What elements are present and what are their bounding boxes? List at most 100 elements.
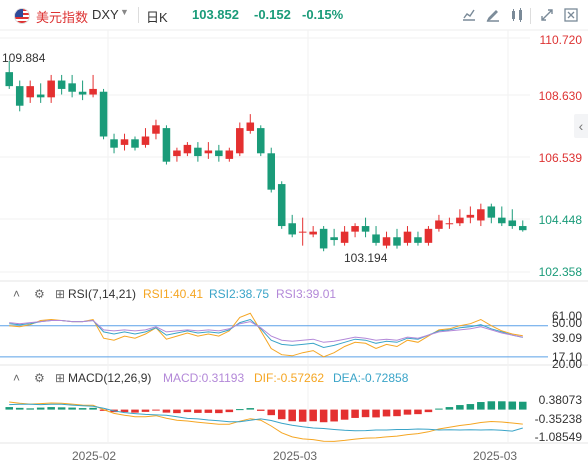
candle-body bbox=[78, 91, 87, 95]
macd-bar bbox=[99, 409, 108, 411]
candle-body bbox=[393, 237, 401, 246]
macd-bar bbox=[403, 409, 412, 415]
candle-body bbox=[236, 128, 244, 154]
period-selector[interactable]: 日K bbox=[146, 10, 168, 25]
macd-bar bbox=[319, 409, 328, 423]
draw-icon[interactable] bbox=[484, 7, 502, 25]
candle-body bbox=[319, 228, 328, 249]
instrument-code[interactable]: DXY bbox=[92, 7, 119, 22]
candle-body bbox=[361, 226, 370, 232]
macd-bar bbox=[256, 409, 265, 411]
x-label-1: 2025-02 bbox=[72, 449, 117, 463]
chart-grid bbox=[0, 29, 588, 444]
candle-body bbox=[466, 214, 475, 218]
macd-collapse-icon[interactable]: ˄ bbox=[13, 371, 21, 385]
candle-body bbox=[141, 136, 150, 145]
candle-body bbox=[372, 234, 380, 243]
rsi-tick-39: 39.09 bbox=[551, 331, 582, 345]
macd-bar bbox=[225, 409, 234, 413]
rsi2-line bbox=[9, 318, 523, 349]
macd-lines bbox=[9, 401, 523, 442]
macd-bar bbox=[131, 409, 139, 413]
header-divider bbox=[138, 7, 139, 23]
y-tick-2: 108.630 bbox=[538, 89, 582, 103]
macd-bar bbox=[477, 402, 485, 410]
price-change-percent: -0.15% bbox=[302, 7, 344, 22]
candle-body bbox=[110, 139, 118, 148]
rsi-title: RSI(7,14,21) bbox=[68, 287, 137, 301]
candle-body bbox=[456, 217, 464, 224]
candle-body bbox=[57, 80, 66, 89]
price-change: -0.152 bbox=[254, 7, 291, 22]
candle-body bbox=[498, 217, 506, 224]
macd-bar bbox=[36, 407, 45, 410]
macd-bar bbox=[89, 407, 97, 410]
candle-body bbox=[204, 150, 213, 154]
macd-bar bbox=[508, 401, 517, 410]
macd-bar bbox=[277, 409, 286, 420]
candle-body bbox=[487, 206, 496, 218]
rsi3-value: RSI3:39.01 bbox=[276, 287, 337, 301]
candle-body bbox=[414, 237, 422, 243]
x-label-3: 2025-03 bbox=[473, 449, 518, 463]
macd-bar bbox=[424, 409, 433, 413]
candle-body bbox=[277, 184, 286, 227]
macd-bar bbox=[78, 408, 87, 410]
candle-body bbox=[131, 139, 139, 148]
macd-bar bbox=[361, 409, 370, 418]
rsi-collapse-icon[interactable]: ˄ bbox=[13, 287, 21, 301]
rsi-tick-17: 17.10 bbox=[551, 350, 582, 364]
rsi3-line bbox=[9, 319, 523, 343]
macd-bar bbox=[414, 409, 422, 415]
candle-body bbox=[68, 83, 76, 92]
macd-bar bbox=[26, 408, 34, 410]
settings-icon[interactable] bbox=[562, 7, 580, 25]
toolbar-divider bbox=[530, 8, 531, 24]
candle-body bbox=[183, 144, 192, 154]
max-price-label: 109.884 bbox=[2, 51, 46, 65]
collapse-arrow-icon[interactable]: ‹ bbox=[574, 114, 588, 138]
macd-expand-icon[interactable]: ⊞ bbox=[55, 371, 66, 385]
macd-bar bbox=[351, 409, 359, 418]
chart-type-icon[interactable] bbox=[460, 7, 478, 25]
candle-body bbox=[246, 122, 255, 131]
rsi-tick-61: 61.00 bbox=[551, 309, 582, 323]
macd-bar bbox=[466, 404, 475, 410]
macd-bar bbox=[372, 409, 380, 418]
min-price-label: 103.194 bbox=[344, 251, 388, 265]
macd-tick-3: -1.08549 bbox=[534, 430, 582, 444]
candle-body bbox=[256, 128, 265, 154]
macd-value: MACD:0.31193 bbox=[163, 371, 245, 385]
candle-body bbox=[288, 223, 296, 235]
macd-bar bbox=[246, 408, 255, 410]
macd-bar bbox=[298, 409, 307, 422]
instrument-name[interactable]: 美元指数 bbox=[36, 10, 89, 25]
candle-body bbox=[445, 223, 454, 225]
instrument-dropdown-icon[interactable]: ▼ bbox=[120, 7, 129, 17]
y-tick-3: 106.539 bbox=[538, 151, 582, 165]
candle-body bbox=[162, 128, 171, 162]
indicator-icon[interactable] bbox=[508, 7, 526, 25]
candle-body bbox=[518, 226, 527, 231]
macd-bar bbox=[183, 409, 192, 413]
candle-body bbox=[194, 147, 202, 157]
rsi-expand-icon[interactable]: ⊞ bbox=[55, 287, 66, 301]
macd-bar bbox=[267, 409, 276, 416]
dea-line bbox=[9, 403, 523, 432]
candle-body bbox=[298, 231, 307, 233]
macd-settings-icon[interactable]: ⚙ bbox=[34, 371, 45, 385]
macd-bar bbox=[47, 407, 55, 410]
rsi2-value: RSI2:38.75 bbox=[209, 287, 270, 301]
rsi-settings-icon[interactable]: ⚙ bbox=[34, 287, 45, 301]
candle-body bbox=[152, 125, 160, 134]
fullscreen-icon[interactable] bbox=[538, 7, 556, 25]
candle-body bbox=[330, 237, 338, 241]
rsi1-value: RSI1:40.41 bbox=[143, 287, 204, 301]
macd-bar bbox=[236, 409, 244, 411]
macd-bar bbox=[330, 409, 338, 422]
candle-body bbox=[120, 139, 129, 145]
macd-bar bbox=[162, 409, 171, 413]
macd-bar bbox=[141, 409, 150, 412]
dif-value: DIF:-0.57262 bbox=[254, 371, 325, 385]
